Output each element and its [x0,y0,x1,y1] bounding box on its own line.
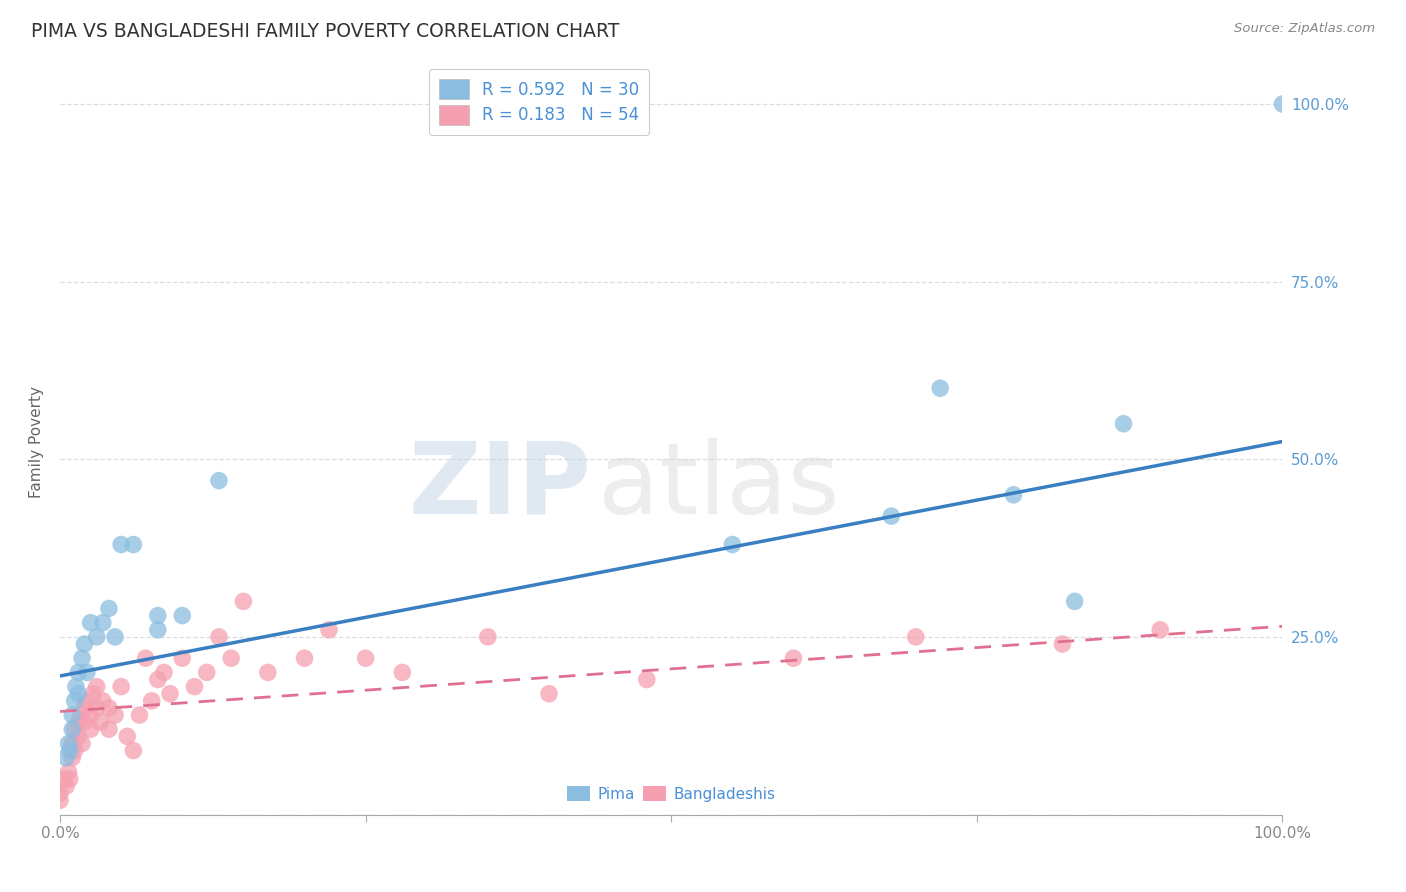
Point [60,708,83,723]
Point [67,715,90,730]
Point [354,651,377,665]
Point [63,694,86,708]
Point [91,694,114,708]
Point [172,651,194,665]
Point [1052,637,1074,651]
Point [79,708,101,723]
Point [1271,97,1294,112]
Y-axis label: Family Poverty: Family Poverty [30,385,44,498]
Point [929,381,952,395]
Point [89,715,111,730]
Point [1002,488,1025,502]
Point [782,651,804,665]
Point [135,651,157,665]
Point [219,651,242,665]
Point [232,594,254,608]
Point [97,601,120,615]
Point [146,623,169,637]
Point [1149,623,1171,637]
Point [208,474,231,488]
Point [1063,594,1085,608]
Point [104,630,127,644]
Text: atlas: atlas [598,438,839,535]
Point [60,723,83,737]
Point [117,730,139,744]
Legend: Pima, Bangladeshis: Pima, Bangladeshis [561,780,782,807]
Point [79,615,101,630]
Point [76,665,98,680]
Text: ZIP: ZIP [409,438,592,535]
Point [294,651,316,665]
Point [67,687,90,701]
Point [159,687,181,701]
Point [97,723,120,737]
Point [63,743,86,757]
Point [141,694,163,708]
Point [69,708,91,723]
Point [537,687,560,701]
Point [59,772,82,786]
Point [257,665,280,680]
Point [97,701,120,715]
Point [58,764,80,779]
Point [82,687,104,701]
Point [195,665,218,680]
Point [318,623,340,637]
Point [146,608,169,623]
Point [65,680,87,694]
Text: Source: ZipAtlas.com: Source: ZipAtlas.com [1234,22,1375,36]
Point [110,680,132,694]
Point [636,673,658,687]
Point [76,694,98,708]
Point [86,701,108,715]
Point [60,736,83,750]
Point [880,509,903,524]
Point [91,615,114,630]
Point [86,630,108,644]
Point [153,665,176,680]
Point [122,537,145,551]
Text: PIMA VS BANGLADESHI FAMILY POVERTY CORRELATION CHART: PIMA VS BANGLADESHI FAMILY POVERTY CORRE… [31,22,619,41]
Point [904,630,927,644]
Point [49,793,72,807]
Point [49,786,72,800]
Point [70,736,93,750]
Point [86,680,108,694]
Point [183,680,205,694]
Point [67,730,90,744]
Point [146,673,169,687]
Point [70,651,93,665]
Point [104,708,127,723]
Point [477,630,499,644]
Point [110,537,132,551]
Point [58,736,80,750]
Point [208,630,231,644]
Point [60,750,83,764]
Point [55,779,77,793]
Point [73,715,96,730]
Point [122,743,145,757]
Point [391,665,413,680]
Point [52,772,75,786]
Point [63,723,86,737]
Point [128,708,150,723]
Point [721,537,744,551]
Point [172,608,194,623]
Point [59,743,82,757]
Point [73,701,96,715]
Point [1112,417,1135,431]
Point [55,750,77,764]
Point [73,637,96,651]
Point [79,723,101,737]
Point [67,665,90,680]
